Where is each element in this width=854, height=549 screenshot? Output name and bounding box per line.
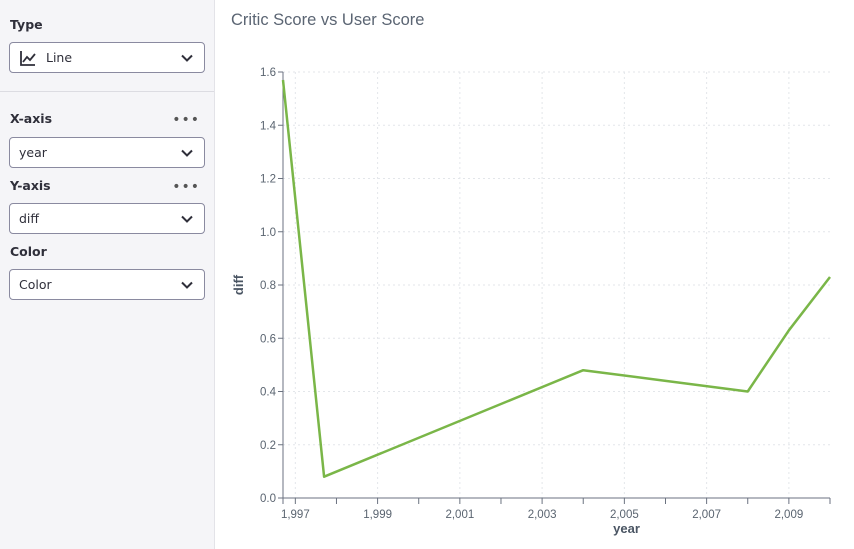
x-axis-label: X-axis [10,111,53,126]
x-tick-label: 2,003 [528,509,557,521]
type-label: Type [10,17,43,32]
series-line-diff [281,79,831,478]
color-value: Color [19,277,52,292]
y-axis-label: Y-axis [10,178,51,193]
y-tick-label: 0.2 [260,440,276,452]
chevron-down-icon [181,149,193,157]
type-value: Line [46,50,73,65]
line-chart: 0.0 0.2 0.4 0.6 0.8 1.0 1.2 1.4 1.6 1,997 1,999 2,0… [231,67,831,536]
chevron-down-icon [181,215,193,223]
line-chart-icon [20,50,36,66]
type-select[interactable]: Line [9,42,205,73]
color-select[interactable]: Color [9,269,205,300]
x-tick-label: 1,999 [363,509,392,521]
x-tick-label: 2,009 [774,509,803,521]
color-label: Color [10,244,47,259]
chevron-down-icon [181,54,193,62]
y-tick-label: 0.8 [260,280,276,292]
y-tick-label: 1.6 [260,67,276,79]
chevron-down-icon [181,281,193,289]
y-tick-label: 1.4 [260,120,277,132]
y-tick-label: 1.0 [260,227,276,239]
y-tick-label: 0.6 [260,333,276,345]
x-axis-select[interactable]: year [9,137,205,168]
y-tick-label: 0.0 [260,493,276,505]
x-axis-value: year [19,145,47,160]
sidebar-divider [0,91,214,92]
x-axis-more-icon[interactable]: ••• [172,112,200,128]
x-tick-label: 2,007 [692,509,721,521]
x-tick-label: 2,001 [445,509,474,521]
y-axis-more-icon[interactable]: ••• [172,179,200,195]
chart-config-sidebar: Type Line X-axis ••• year Y-axis ••• dif… [0,0,215,549]
y-tick-label: 0.4 [260,387,277,399]
y-axis-select[interactable]: diff [9,203,205,234]
x-tick-label: 1,997 [281,509,310,521]
chart-title: Critic Score vs User Score [231,11,425,29]
y-axis-title: diff [231,274,246,295]
y-axis-value: diff [19,211,40,226]
y-tick-label: 1.2 [260,174,276,186]
x-axis-title: year [613,521,640,536]
x-tick-label: 2,005 [610,509,639,521]
